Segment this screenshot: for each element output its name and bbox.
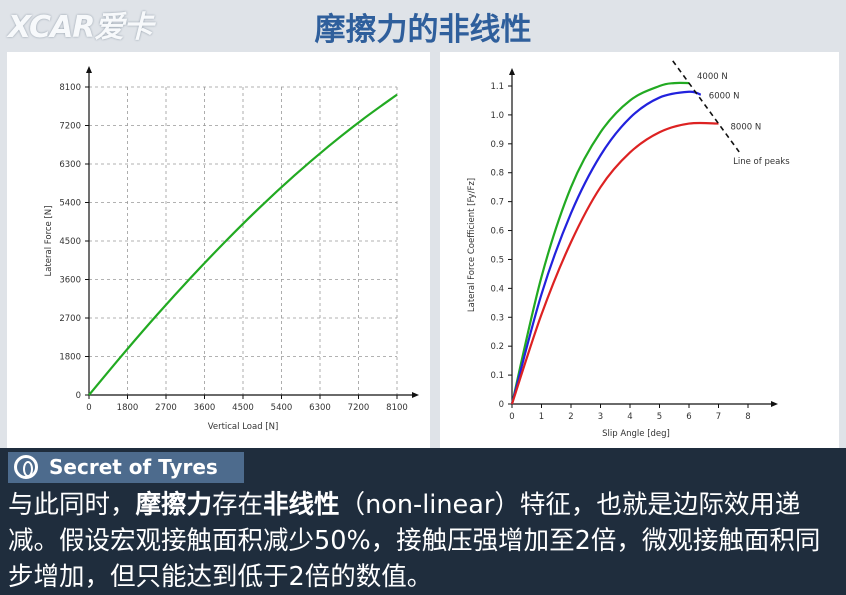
x-tick-label: 4 (627, 412, 632, 422)
chart-panel-load: 0 1800 2700 3600 4500 5400 6300 7200 8100 0 1800 27… (7, 52, 430, 448)
y-tick-label: 2700 (59, 314, 81, 324)
x-tick-label: 6300 (309, 403, 331, 413)
x-tick-label: 7200 (348, 403, 370, 413)
chart-panel-slip: 0 1 2 3 4 5 6 7 8 0 0.1 0.2 0.3 0.4 0.5 0.6 0.7 0.8 0.9 1.0… (440, 52, 839, 448)
x-tick-label: 2700 (155, 403, 177, 413)
y-tick-label: 1800 (59, 353, 81, 363)
y-tick-label: 7200 (59, 122, 81, 132)
y-axis-label: Lateral Force Coefficient [Fy/Fz] (467, 178, 477, 312)
series-label: 8000 N (731, 123, 762, 133)
y-tick-label: 6300 (59, 160, 81, 170)
page-title: 摩擦力的非线性 (314, 12, 532, 48)
xcar-logo: XCAR爱卡 (8, 10, 153, 45)
y-tick-label: 0.9 (490, 140, 504, 150)
y-axis-arrow (86, 66, 92, 73)
caption-part: 与此同时， (8, 490, 136, 520)
x-tick-label: 3 (598, 412, 603, 422)
series-label: 4000 N (697, 72, 728, 82)
y-tick-label: 0.8 (490, 169, 504, 179)
y-axis-arrow (509, 68, 515, 75)
y-tick-label: 5400 (59, 199, 81, 209)
chart-lateral-coefficient-vs-slip: 0 1 2 3 4 5 6 7 8 0 0.1 0.2 0.3 0.4 0.5 0.6 0.7 0.8 0.9 1.0… (467, 60, 790, 439)
caption-bold: 摩擦力 (135, 490, 213, 520)
y-axis-label: Lateral Force [N] (44, 206, 54, 277)
x-tick-label: 5 (657, 412, 662, 422)
caption-text: 与此同时，摩擦力存在非线性（non-linear）特征，也就是边际效用递减。假设… (8, 487, 842, 595)
section-badge: Secret of Tyres (8, 452, 244, 483)
y-tick-label: 0.2 (490, 342, 504, 352)
x-tick-label: 6 (686, 412, 691, 422)
x-tick-label: 2 (568, 412, 573, 422)
y-tick-label: 0.6 (490, 227, 504, 237)
x-tick-label: 7 (716, 412, 721, 422)
y-tick-label: 0.5 (490, 255, 504, 265)
y-tick-label: 0.1 (490, 371, 504, 381)
x-tick-label: 0 (509, 412, 514, 422)
figure-frame: XCAR爱卡 摩擦力的非线性 0 1800 2700 3600 4500 5400 6300… (0, 0, 846, 448)
x-tick-label: 5400 (271, 403, 293, 413)
x-tick-label: 0 (86, 403, 91, 413)
y-tick-label: 0 (499, 400, 504, 410)
series-line-6000-N (510, 90, 702, 405)
caption-part: 存在 (212, 490, 264, 520)
caption-bold: 非线性 (263, 490, 340, 520)
y-tick-label: 4500 (59, 237, 81, 247)
series-line-lateral-force (88, 93, 398, 396)
y-tick-label: 0.3 (490, 313, 504, 323)
y-tick-label: 1.1 (490, 82, 504, 92)
y-tick-label: 3600 (59, 276, 81, 286)
x-axis-arrow (412, 392, 419, 398)
tyre-icon (14, 455, 38, 479)
x-tick-label: 8100 (386, 403, 408, 413)
x-tick-label: 4500 (232, 403, 254, 413)
y-tick-label: 1.0 (490, 111, 504, 121)
series-line-8000-N (510, 121, 719, 405)
chart-lateral-force-vs-load: 0 1800 2700 3600 4500 5400 6300 7200 8100 0 1800 27… (44, 66, 419, 432)
series-line-4000-N (510, 81, 690, 405)
x-tick-label: 1 (539, 412, 544, 422)
y-tick-label: 0 (76, 391, 81, 401)
line-of-peaks-label: Line of peaks (733, 157, 790, 167)
x-tick-label: 8 (745, 412, 750, 422)
y-tick-label: 0.7 (490, 198, 504, 208)
y-tick-label: 0.4 (490, 284, 504, 294)
badge-label: Secret of Tyres (49, 455, 218, 479)
line-of-peaks (672, 60, 740, 153)
x-tick-label: 1800 (117, 403, 139, 413)
x-axis-label: Slip Angle [deg] (602, 429, 670, 439)
x-tick-label: 3600 (194, 403, 216, 413)
series-label: 6000 N (709, 92, 740, 102)
y-tick-label: 8100 (59, 83, 81, 93)
x-axis-label: Vertical Load [N] (208, 422, 279, 432)
x-axis-arrow (771, 401, 778, 407)
